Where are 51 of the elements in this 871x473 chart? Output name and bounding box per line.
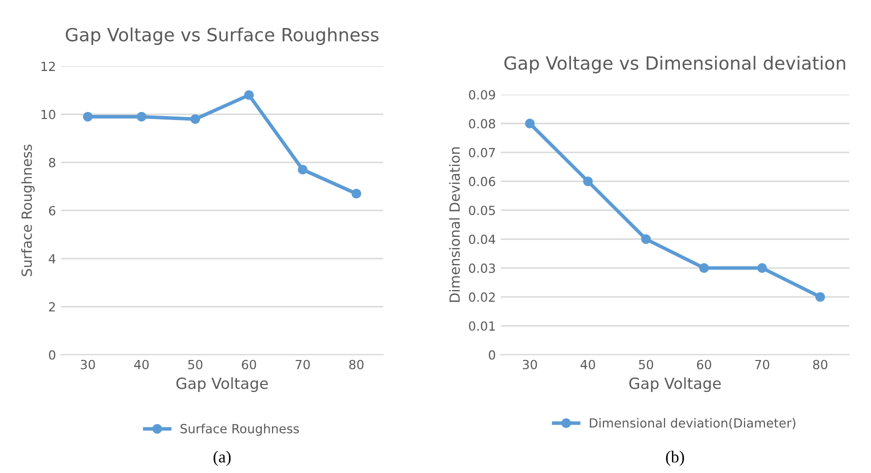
y-tick-label: 12 bbox=[42, 62, 55, 71]
x-tick-label: 80 bbox=[813, 360, 828, 370]
point bbox=[641, 234, 651, 244]
point bbox=[136, 112, 146, 122]
y-tick-label: 0.04 bbox=[468, 234, 496, 244]
point bbox=[244, 90, 254, 100]
y-tick-label: 0.01 bbox=[468, 321, 495, 331]
x-tick-label: 60 bbox=[242, 360, 256, 370]
legend-label: Dimensional deviation(Diameter) bbox=[590, 418, 796, 430]
y-axis-title: Surface Roughness bbox=[21, 144, 35, 276]
y-tick-label: 0 bbox=[48, 350, 56, 360]
point bbox=[352, 188, 362, 199]
chart-title: Gap Voltage vs Surface Roughness bbox=[66, 28, 379, 45]
legend-label: Surface Roughness bbox=[180, 424, 299, 436]
x-axis-title: Gap Voltage bbox=[629, 377, 721, 392]
x-tick-label: 50 bbox=[639, 360, 654, 370]
point bbox=[298, 164, 308, 174]
x-tick-label: 70 bbox=[296, 360, 310, 370]
x-axis-title: Gap Voltage bbox=[176, 377, 268, 392]
point bbox=[815, 292, 826, 302]
y-tick-label: 0.08 bbox=[468, 118, 496, 128]
text: (a) bbox=[214, 450, 231, 466]
x-tick-label: 40 bbox=[580, 360, 596, 370]
y-tick-label: 0.06 bbox=[468, 176, 496, 186]
x-tick-label: 30 bbox=[80, 360, 95, 370]
x-tick-label: 70 bbox=[755, 360, 770, 370]
point bbox=[583, 176, 593, 186]
y-tick-label: 0.07 bbox=[468, 148, 495, 158]
y-tick-label: 0.09 bbox=[468, 90, 496, 100]
y-tick-label: 0.02 bbox=[468, 292, 495, 302]
x-tick-label: 30 bbox=[522, 360, 537, 370]
point bbox=[757, 263, 767, 273]
y-tick-label: 8 bbox=[49, 158, 56, 168]
y-tick-label: 0.03 bbox=[468, 264, 495, 273]
point bbox=[524, 118, 535, 128]
y-tick-label: 0.05 bbox=[468, 206, 495, 216]
chart-title: Gap Voltage vs Dimensional deviation bbox=[504, 56, 846, 74]
point bbox=[82, 112, 93, 122]
point bbox=[190, 114, 200, 124]
y-tick-label: 2 bbox=[49, 302, 55, 312]
y-tick-label: 10 bbox=[42, 110, 56, 120]
x-tick-label: 60 bbox=[696, 360, 712, 370]
y-axis-title: Dimensional Deviation bbox=[449, 147, 460, 302]
text: (b) bbox=[666, 450, 684, 466]
y-tick-label: 6 bbox=[49, 206, 56, 216]
y-tick-label: 4 bbox=[48, 254, 56, 264]
point bbox=[699, 263, 709, 273]
x-tick-label: 40 bbox=[134, 360, 149, 370]
x-tick-label: 80 bbox=[349, 360, 364, 370]
y-tick-label: 0 bbox=[488, 350, 496, 360]
x-tick-label: 50 bbox=[188, 360, 202, 370]
